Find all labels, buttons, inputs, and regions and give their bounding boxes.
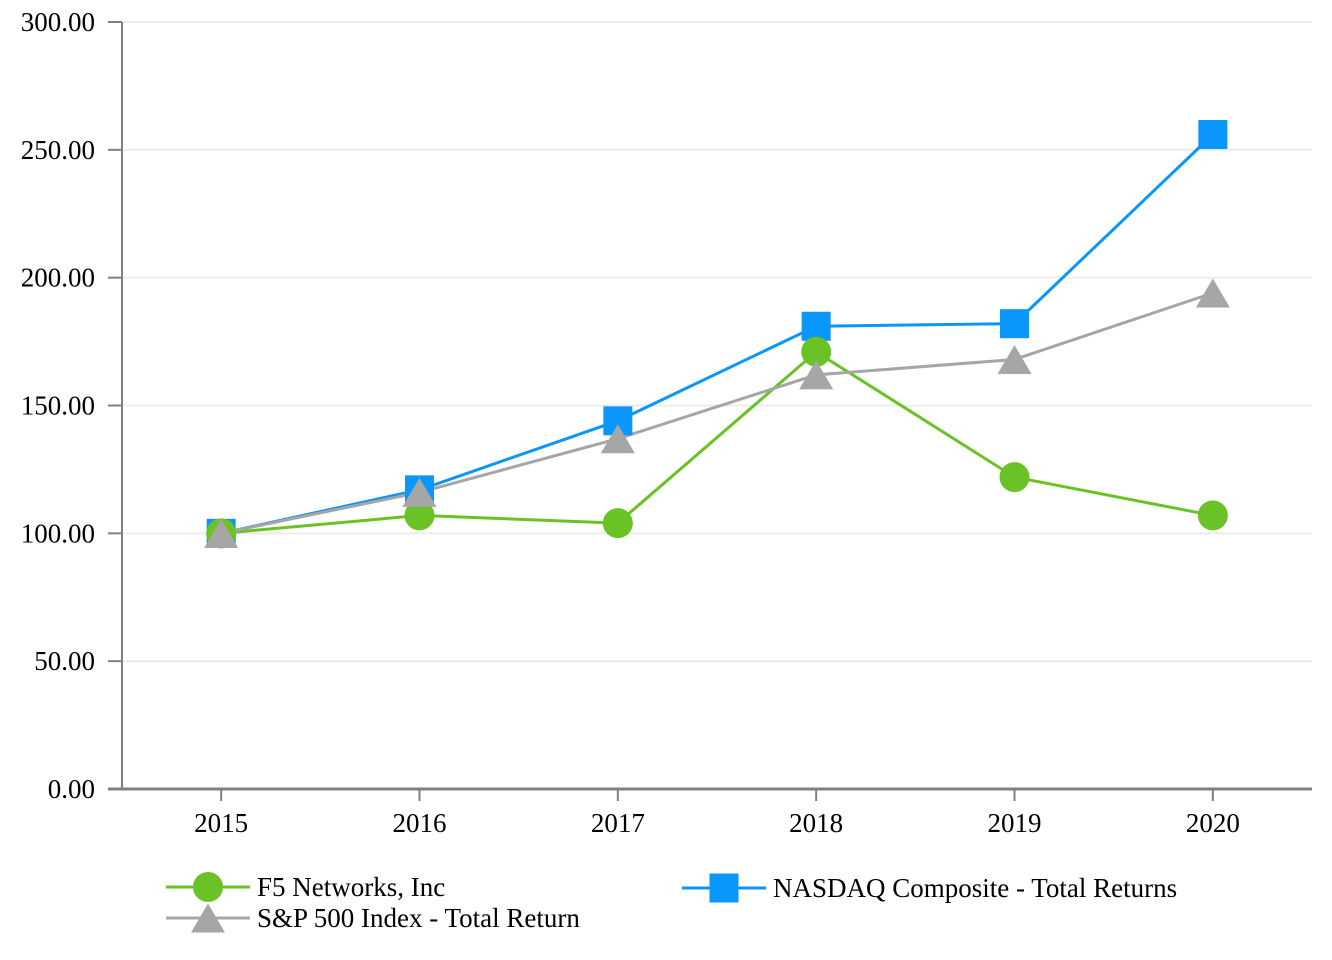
series-marker-f5-networks-inc	[801, 336, 832, 367]
y-tick-label: 100.00	[21, 518, 95, 548]
series-marker-s-p-500-index-total-return	[402, 477, 437, 507]
series-line-f5-networks-inc	[221, 349, 1214, 535]
y-tick-label: 300.00	[21, 7, 95, 37]
series-marker-s-p-500-index-total-return	[799, 360, 834, 390]
x-tick-label: 2019	[988, 808, 1042, 838]
x-tick-label: 2017	[591, 808, 645, 838]
y-tick-label: 50.00	[34, 646, 95, 676]
x-tick-label: 2020	[1186, 808, 1240, 838]
series-marker-s-p-500-index-total-return	[204, 518, 239, 548]
series-marker-f5-networks-inc	[1197, 500, 1228, 531]
x-tick-label: 2018	[789, 808, 843, 838]
series-marker-f5-networks-inc	[999, 462, 1030, 493]
series-line-nasdaq-composite-total-returns	[220, 133, 1214, 535]
y-tick-label: 0.00	[48, 774, 95, 804]
series-marker-s-p-500-index-total-return	[1195, 278, 1230, 308]
series-marker-nasdaq-composite-total-returns	[801, 311, 831, 341]
series-marker-s-p-500-index-total-return	[997, 344, 1032, 374]
x-tick-label: 2015	[194, 808, 248, 838]
series-marker-f5-networks-inc	[602, 508, 633, 539]
series-marker-nasdaq-composite-total-returns	[1198, 119, 1228, 149]
series-marker-f5-networks-inc	[404, 500, 435, 531]
series-marker-nasdaq-composite-total-returns	[1000, 309, 1029, 339]
y-tick-label: 250.00	[21, 135, 95, 165]
series-marker-s-p-500-index-total-return	[600, 424, 635, 454]
y-tick-label: 200.00	[21, 263, 95, 293]
y-tick-label: 150.00	[21, 391, 95, 421]
x-tick-label: 2016	[393, 808, 447, 838]
series-line-s-p-500-index-total-return	[220, 291, 1214, 535]
